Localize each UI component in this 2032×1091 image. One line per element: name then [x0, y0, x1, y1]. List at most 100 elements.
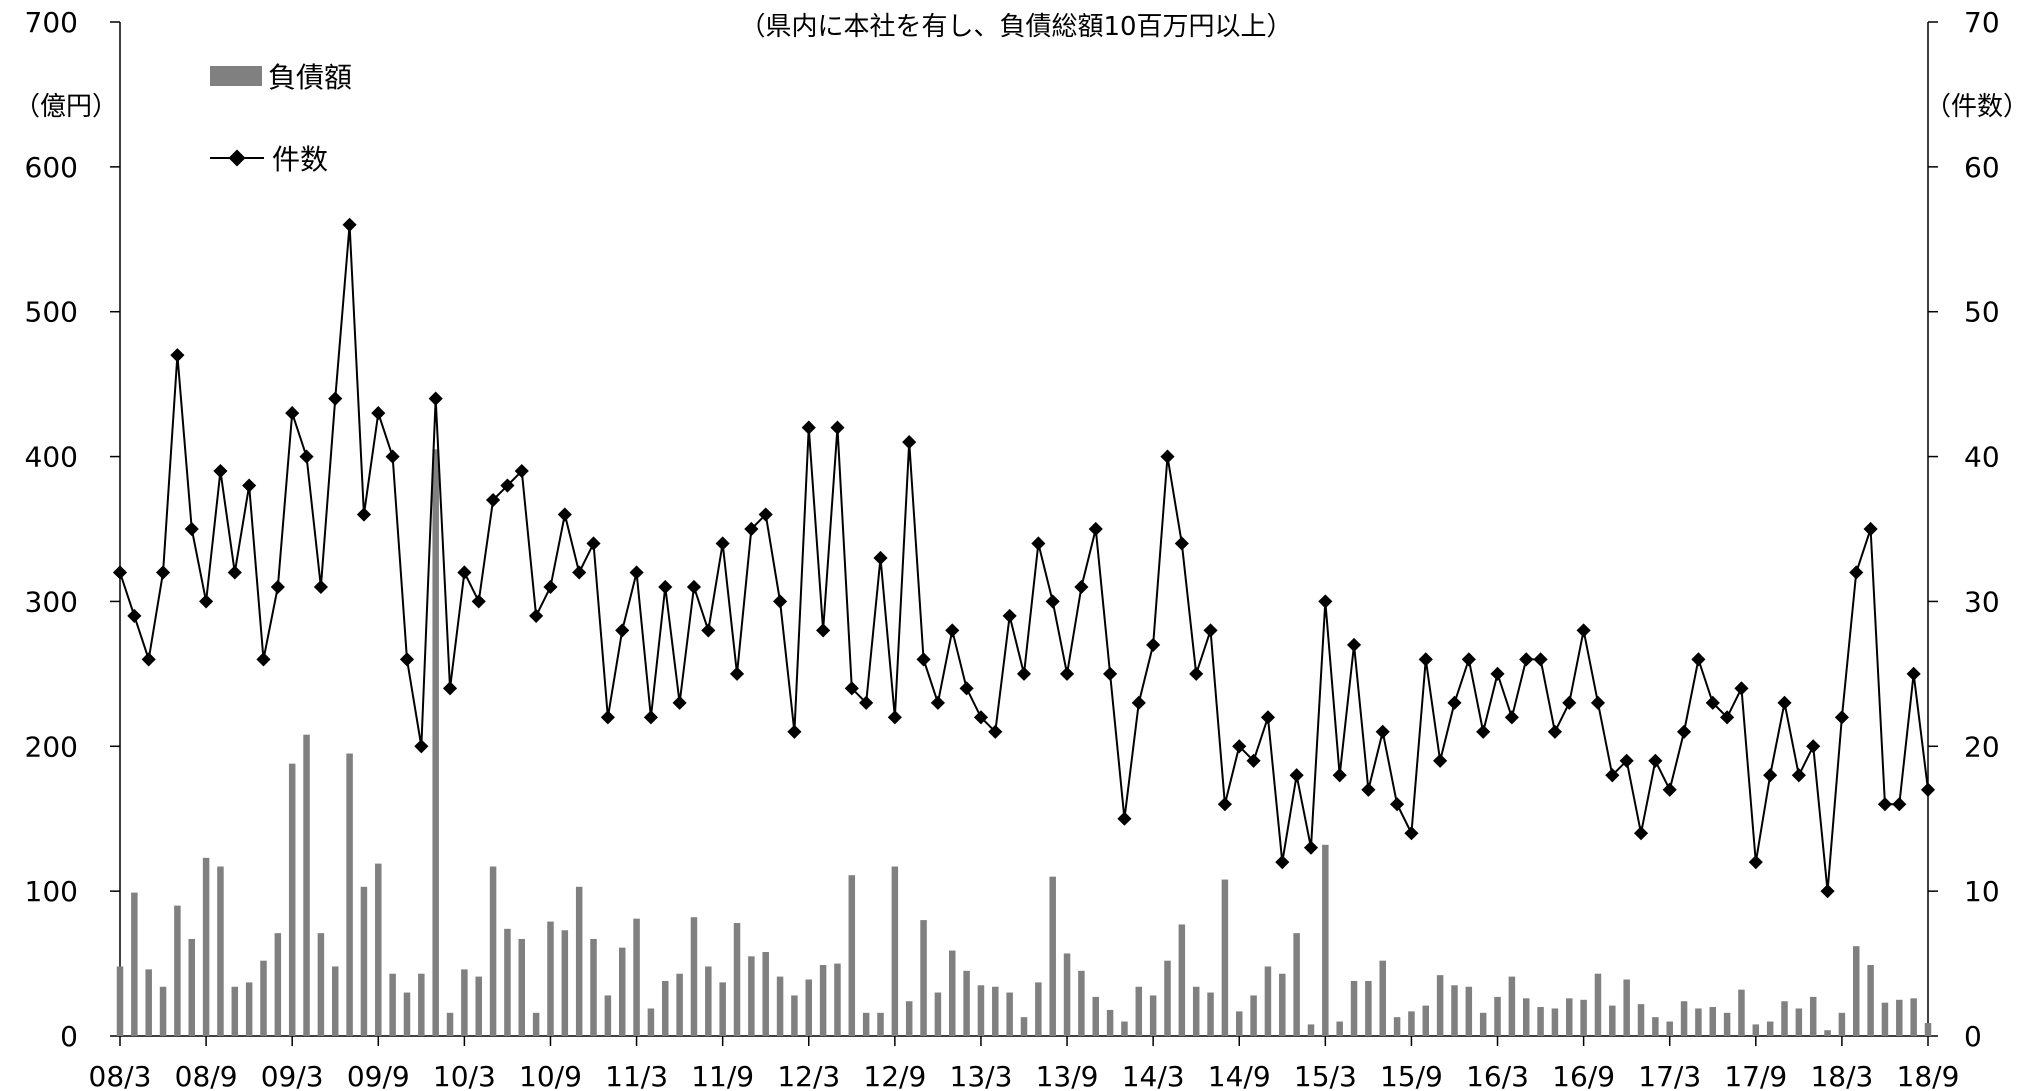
count-point — [973, 710, 989, 725]
count-point — [1246, 753, 1261, 768]
count-point — [873, 550, 888, 566]
count-point — [457, 565, 472, 580]
count-point — [270, 579, 285, 595]
debt-bar — [360, 886, 368, 1036]
count-point — [1433, 753, 1448, 768]
count-point — [887, 710, 902, 725]
count-point — [199, 594, 214, 609]
count-point — [285, 406, 300, 421]
debt-bar — [331, 966, 339, 1036]
debt-bar — [1164, 960, 1171, 1036]
count-point — [1260, 710, 1276, 725]
debt-bar — [618, 947, 626, 1036]
count-point — [1806, 739, 1821, 754]
debt-bar — [1365, 980, 1372, 1036]
x-tick-label: 18/9 — [1897, 1060, 1960, 1091]
count-point — [1777, 695, 1792, 710]
count-point — [486, 492, 501, 508]
debt-bar — [174, 905, 181, 1036]
count-point — [1289, 768, 1304, 783]
count-point — [916, 652, 931, 667]
debt-bar — [1379, 960, 1386, 1036]
count-point — [1318, 594, 1333, 609]
debt-bar — [375, 863, 382, 1036]
debt-bar — [303, 734, 310, 1036]
debt-bar — [1623, 979, 1630, 1036]
count-point — [1562, 695, 1577, 710]
count-point — [514, 463, 529, 479]
debt-bar — [1092, 996, 1099, 1036]
count-point — [1232, 739, 1247, 754]
left-y-tick-label: 600 — [25, 151, 78, 184]
debt-bar — [1135, 986, 1143, 1036]
debt-bar — [1063, 953, 1071, 1036]
debt-bar — [260, 960, 267, 1036]
debt-bar — [1838, 1012, 1846, 1036]
right-y-tick-label: 30 — [1964, 585, 2000, 618]
debt-bar — [1709, 1007, 1717, 1036]
debt-bar — [676, 973, 683, 1036]
debt-bar — [1121, 1021, 1128, 1036]
debt-bar — [116, 966, 124, 1036]
count-point — [1691, 652, 1706, 667]
legend-bar: 負債額 — [210, 56, 352, 96]
count-point — [643, 710, 658, 725]
count-point — [816, 623, 831, 638]
left-y-tick-label: 400 — [25, 441, 78, 474]
count-point — [1103, 666, 1118, 681]
count-point — [1418, 652, 1433, 667]
debt-bar — [1293, 933, 1300, 1036]
legend-line: 件数 — [210, 138, 328, 178]
debt-bar — [188, 938, 195, 1036]
debt-bar — [1695, 1008, 1702, 1036]
count-point — [600, 710, 615, 725]
debt-bar — [1537, 1007, 1544, 1036]
count-point — [1892, 797, 1907, 812]
debt-bar — [403, 992, 411, 1036]
count-point — [1332, 768, 1347, 783]
count-point — [242, 478, 257, 493]
count-point — [1390, 797, 1405, 812]
x-tick-label: 12/9 — [863, 1060, 926, 1091]
debt-bar — [819, 965, 827, 1036]
debt-bar — [1078, 970, 1085, 1036]
debt-bar — [1494, 996, 1501, 1036]
debt-bar — [1106, 1009, 1114, 1036]
x-tick-label: 14/3 — [1122, 1060, 1185, 1091]
count-point — [945, 623, 960, 638]
legend-line-label: 件数 — [272, 143, 329, 176]
count-point — [902, 435, 917, 450]
debt-bar — [1795, 1008, 1803, 1036]
count-point — [1275, 855, 1290, 870]
left-y-tick-label: 100 — [25, 875, 78, 908]
count-point — [729, 666, 745, 681]
right-axis-unit-label: （件数） — [1925, 92, 2030, 122]
count-point — [399, 652, 415, 667]
right-y-tick-label: 60 — [1964, 151, 2000, 184]
debt-bar — [389, 973, 396, 1036]
x-tick-label: 09/3 — [261, 1060, 324, 1091]
count-point — [1476, 724, 1491, 739]
debt-bar — [1896, 999, 1903, 1036]
debt-bar — [1479, 1012, 1487, 1036]
x-tick-label: 10/3 — [433, 1060, 496, 1091]
count-point — [1074, 579, 1089, 595]
count-point — [1648, 753, 1663, 768]
count-point — [414, 739, 429, 754]
count-point — [715, 536, 730, 551]
debt-bar — [920, 920, 927, 1036]
count-point — [1906, 666, 1921, 681]
count-point — [529, 608, 544, 623]
debt-bar — [1910, 998, 1917, 1036]
count-point — [1533, 652, 1548, 667]
count-point — [127, 608, 142, 623]
debt-bar — [1551, 1008, 1559, 1036]
count-point — [1676, 724, 1692, 739]
left-y-tick-label: 700 — [25, 6, 78, 39]
debt-bar — [963, 970, 970, 1036]
count-point — [686, 579, 702, 595]
count-point — [557, 507, 572, 522]
debt-bar — [992, 986, 999, 1036]
count-point — [328, 391, 343, 406]
x-tick-label: 15/3 — [1294, 1060, 1357, 1091]
